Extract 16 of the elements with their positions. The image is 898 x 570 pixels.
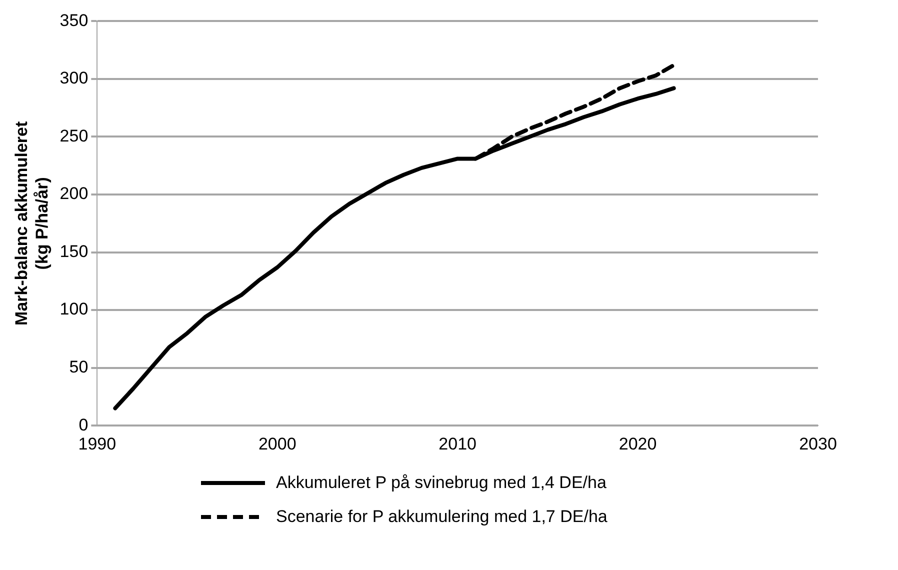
y-tick-label: 300	[60, 68, 88, 88]
y-tick-label: 250	[60, 126, 88, 146]
x-tick-label: 2030	[799, 434, 837, 454]
x-tick-label: 2020	[618, 434, 657, 454]
y-tick-label: 200	[60, 184, 88, 204]
x-tick-label: 1990	[78, 434, 116, 454]
y-tick-label: 100	[60, 300, 88, 319]
y-axis-title: Mark-balanc akkumuleret (kg P/ha/år)	[12, 121, 52, 326]
y-tick-label: 0	[78, 415, 88, 434]
x-tick-label: 2010	[438, 434, 476, 454]
y-tick-label: 50	[69, 358, 88, 377]
legend-label: Akkumuleret P på svinebrug med 1,4 DE/ha	[276, 473, 606, 493]
y-tick-label: 350	[60, 10, 88, 30]
y-tick-label: 150	[60, 242, 88, 261]
x-tick-label: 2000	[258, 434, 296, 454]
legend-label: Scenarie for P akkumulering med 1,7 DE/ha	[276, 507, 608, 527]
